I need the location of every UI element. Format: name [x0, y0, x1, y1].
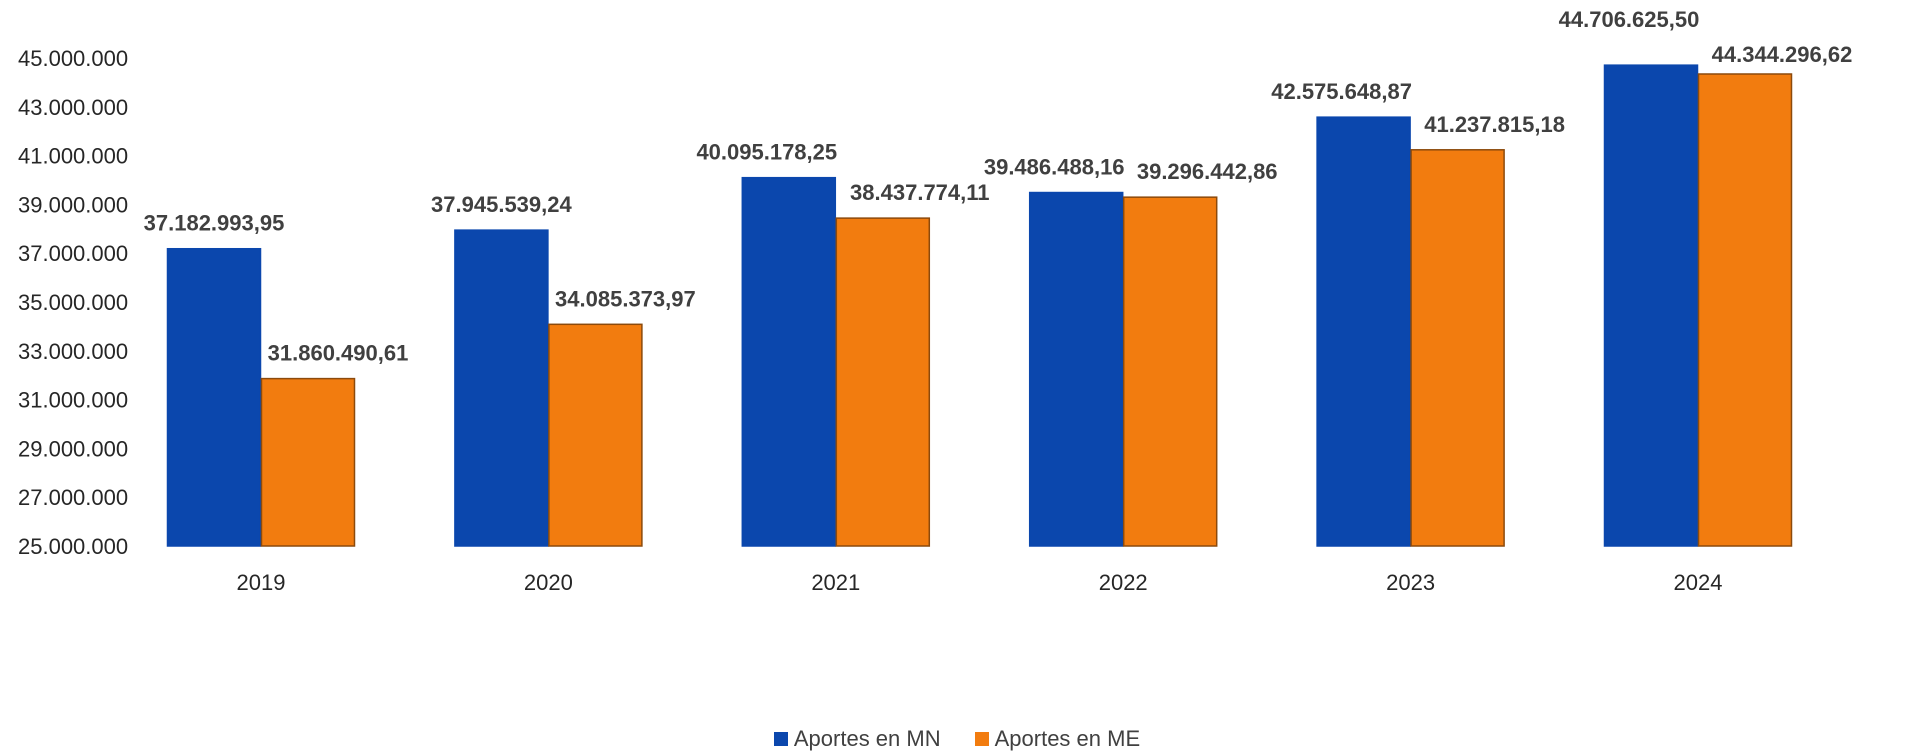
y-tick-label: 27.000.000: [18, 485, 128, 510]
legend: Aportes en MN Aportes en ME: [0, 726, 1914, 752]
y-tick-label: 39.000.000: [18, 192, 128, 217]
bar: [1122, 196, 1218, 547]
data-label: 31.860.490,61: [268, 341, 409, 366]
x-tick-label: 2021: [811, 570, 860, 595]
data-label: 42.575.648,87: [1271, 79, 1412, 104]
x-tick-label: 2023: [1386, 570, 1435, 595]
y-tick-label: 35.000.000: [18, 290, 128, 315]
y-tick-label: 43.000.000: [18, 95, 128, 120]
bar: [1410, 149, 1505, 547]
x-tick-label: 2020: [524, 570, 573, 595]
y-tick-label: 31.000.000: [18, 388, 128, 413]
x-tick-label: 2024: [1674, 570, 1723, 595]
y-tick-label: 33.000.000: [18, 339, 128, 364]
data-label: 44.706.625,50: [1559, 7, 1700, 32]
data-label: 44.344.296,62: [1712, 42, 1853, 67]
y-tick-label: 41.000.000: [18, 144, 128, 169]
x-tick-label: 2019: [237, 570, 286, 595]
data-label: 37.182.993,95: [144, 211, 285, 236]
legend-item-me: Aportes en ME: [974, 726, 1141, 752]
data-label: 38.437.774,11: [850, 180, 989, 205]
bar-chart: 25.000.000 27.000.000 29.000.000 31.000.000…: [18, 7, 1853, 595]
data-label: 37.945.539,24: [431, 192, 572, 217]
data-label: 41.237.815,18: [1424, 112, 1565, 137]
data-label: 39.486.488,16: [984, 155, 1125, 180]
bar: [1697, 73, 1793, 547]
legend-label-mn: Aportes en MN: [793, 726, 941, 751]
bar: [166, 247, 262, 547]
y-tick-label: 29.000.000: [18, 436, 128, 461]
legend-swatch-me: [974, 732, 989, 746]
bar: [835, 217, 931, 547]
y-tick-label: 37.000.000: [18, 241, 128, 266]
bar: [741, 176, 837, 547]
y-tick-label: 45.000.000: [18, 46, 128, 71]
legend-swatch-mn: [773, 732, 788, 746]
x-tick-label: 2022: [1099, 570, 1148, 595]
legend-label-me: Aportes en ME: [994, 726, 1141, 751]
bar: [1316, 116, 1411, 547]
legend-item-mn: Aportes en MN: [773, 726, 941, 752]
bar: [1603, 64, 1699, 547]
data-label: 40.095.178,25: [696, 140, 837, 165]
data-label: 39.296.442,86: [1137, 159, 1278, 184]
bar: [1028, 191, 1124, 547]
bar: [548, 323, 643, 547]
bar: [260, 377, 356, 547]
data-label: 34.085.373,97: [555, 286, 696, 311]
y-tick-label: 25.000.000: [18, 534, 128, 559]
bar: [454, 229, 549, 547]
